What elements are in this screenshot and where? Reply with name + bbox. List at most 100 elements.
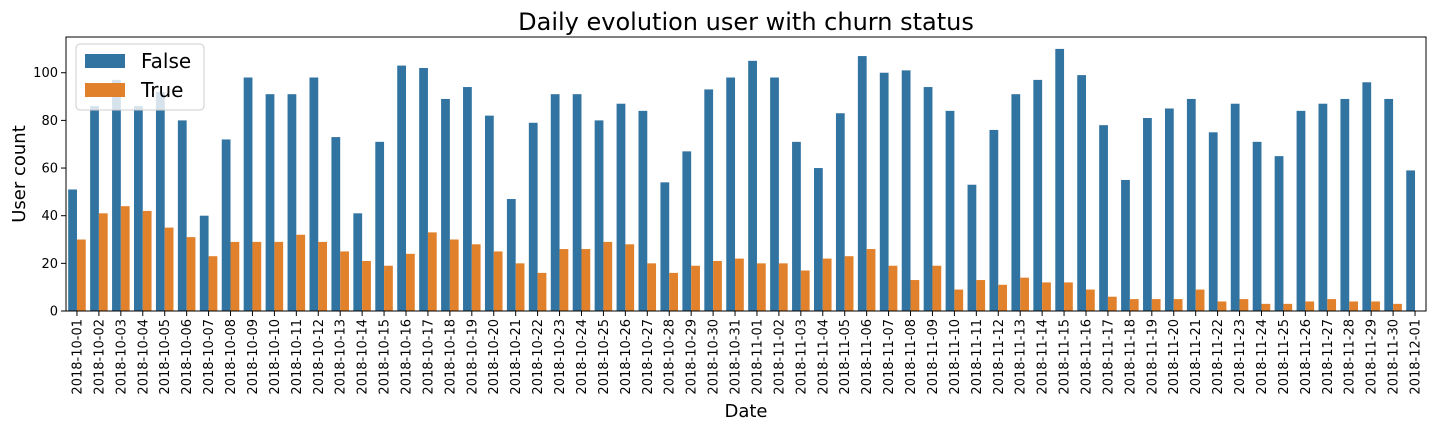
bar-true-2018-11-04: [822, 258, 832, 311]
bar-false-2018-10-08: [221, 139, 231, 311]
bar-false-2018-11-11: [967, 184, 977, 311]
x-tick-label: 2018-11-09: [926, 319, 941, 395]
x-tick-label: 2018-11-30: [1387, 319, 1402, 395]
x-tick-label: 2018-11-16: [1080, 319, 1095, 395]
bar-false-2018-10-04: [134, 106, 143, 312]
bar-false-2018-10-06: [177, 120, 187, 312]
bar-false-2018-10-16: [397, 65, 406, 311]
x-tick-label: 2018-10-25: [597, 319, 612, 395]
bar-true-2018-10-23: [559, 249, 569, 311]
bar-true-2018-10-16: [406, 253, 415, 311]
bar-true-2018-11-16: [1086, 289, 1095, 311]
legend: False True: [75, 43, 205, 111]
bar-false-2018-10-31: [726, 77, 736, 311]
bar-true-2018-11-22: [1217, 301, 1227, 311]
bar-false-2018-11-18: [1121, 179, 1130, 311]
bar-true-2018-11-08: [910, 280, 920, 311]
bar-true-2018-11-09: [932, 265, 942, 311]
bar-false-2018-10-18: [441, 98, 450, 312]
x-tick-label: 2018-10-09: [246, 319, 261, 395]
bar-true-2018-10-15: [384, 265, 393, 311]
y-tick-label: 100: [33, 66, 58, 81]
bar-false-2018-11-27: [1318, 103, 1328, 311]
bar-true-2018-10-13: [340, 251, 349, 311]
bar-true-2018-11-30: [1393, 303, 1402, 311]
legend-label-false: False: [141, 49, 191, 73]
bar-false-2018-11-05: [835, 113, 845, 312]
bar-false-2018-10-23: [550, 94, 560, 311]
x-tick-label: 2018-10-16: [400, 319, 415, 395]
x-tick-label: 2018-12-01: [1409, 319, 1424, 395]
x-tick-label: 2018-11-10: [948, 319, 963, 395]
bar-true-2018-11-24: [1261, 303, 1271, 311]
bar-true-2018-11-26: [1305, 301, 1315, 311]
x-tick-label: 2018-11-21: [1189, 319, 1204, 395]
x-tick-label: 2018-10-06: [180, 319, 195, 395]
x-tick-label: 2018-11-29: [1365, 319, 1380, 395]
bar-false-2018-11-21: [1186, 98, 1196, 312]
bar-false-2018-11-02: [770, 77, 779, 311]
bar-false-2018-11-26: [1296, 110, 1306, 311]
bar-true-2018-11-07: [888, 265, 898, 311]
bar-false-2018-10-26: [616, 103, 626, 311]
bar-true-2018-10-12: [318, 241, 328, 311]
bars-layer: [68, 48, 1416, 312]
x-tick-label: 2018-10-31: [729, 319, 744, 395]
x-tick-label: 2018-10-21: [509, 319, 524, 395]
x-tick-label: 2018-10-12: [312, 319, 327, 395]
bar-false-2018-11-09: [923, 87, 933, 311]
bar-true-2018-11-21: [1195, 289, 1205, 311]
bar-false-2018-10-15: [375, 141, 385, 311]
bar-false-2018-11-16: [1077, 75, 1086, 312]
bar-false-2018-11-23: [1230, 103, 1240, 311]
x-tick-label: 2018-11-26: [1299, 319, 1314, 395]
bar-false-2018-10-03: [112, 79, 121, 311]
bar-false-2018-11-13: [1011, 94, 1021, 311]
bar-false-2018-10-28: [660, 182, 670, 311]
bar-false-2018-11-12: [989, 129, 999, 311]
bar-true-2018-11-25: [1283, 303, 1293, 311]
bar-false-2018-11-20: [1164, 108, 1174, 311]
bar-true-2018-10-27: [647, 263, 657, 311]
bar-false-2018-11-03: [792, 141, 801, 311]
bar-false-2018-10-02: [90, 106, 99, 312]
y-tick-label: 80: [41, 114, 58, 129]
x-tick-label: 2018-11-12: [992, 319, 1007, 395]
bar-true-2018-11-20: [1173, 299, 1183, 311]
bar-true-2018-10-08: [230, 241, 240, 311]
bar-true-2018-10-07: [208, 256, 218, 311]
chart-title: Daily evolution user with churn status: [518, 8, 974, 36]
x-tick-label: 2018-11-05: [838, 319, 853, 395]
x-tick-label: 2018-10-26: [619, 319, 634, 395]
x-tick-label: 2018-10-11: [290, 319, 305, 395]
bar-false-2018-11-24: [1252, 141, 1262, 311]
x-tick-label: 2018-10-19: [465, 319, 480, 395]
x-tick-label: 2018-11-04: [816, 319, 831, 395]
bar-false-2018-10-17: [419, 67, 428, 312]
bar-false-2018-10-27: [638, 110, 648, 311]
bar-false-2018-11-29: [1362, 82, 1372, 311]
bar-true-2018-10-24: [581, 249, 591, 311]
legend-swatch-true: [85, 83, 125, 97]
x-tick-label: 2018-11-25: [1277, 319, 1292, 395]
bar-false-2018-11-01: [748, 60, 757, 312]
x-tick-label: 2018-11-27: [1321, 319, 1336, 395]
bar-true-2018-10-03: [120, 206, 130, 311]
y-tick-label: 40: [41, 209, 58, 224]
bar-true-2018-11-02: [778, 263, 788, 311]
x-tick-label: 2018-11-15: [1058, 319, 1073, 395]
bar-true-2018-11-11: [976, 280, 986, 311]
bar-true-2018-10-19: [471, 244, 481, 311]
bar-true-2018-10-21: [515, 263, 525, 311]
bar-true-2018-10-29: [691, 265, 700, 311]
bar-true-2018-10-25: [603, 241, 613, 311]
x-tick-label: 2018-10-07: [202, 319, 217, 395]
y-axis: 0 20 40 60 80 100: [33, 66, 66, 320]
x-tick-label: 2018-11-06: [860, 319, 875, 395]
x-axis-label: Date: [724, 401, 767, 422]
bar-false-2018-10-13: [331, 137, 341, 311]
x-tick-label: 2018-10-14: [356, 319, 371, 395]
x-tick-label: 2018-11-28: [1343, 319, 1358, 395]
x-tick-label: 2018-10-15: [378, 319, 393, 395]
